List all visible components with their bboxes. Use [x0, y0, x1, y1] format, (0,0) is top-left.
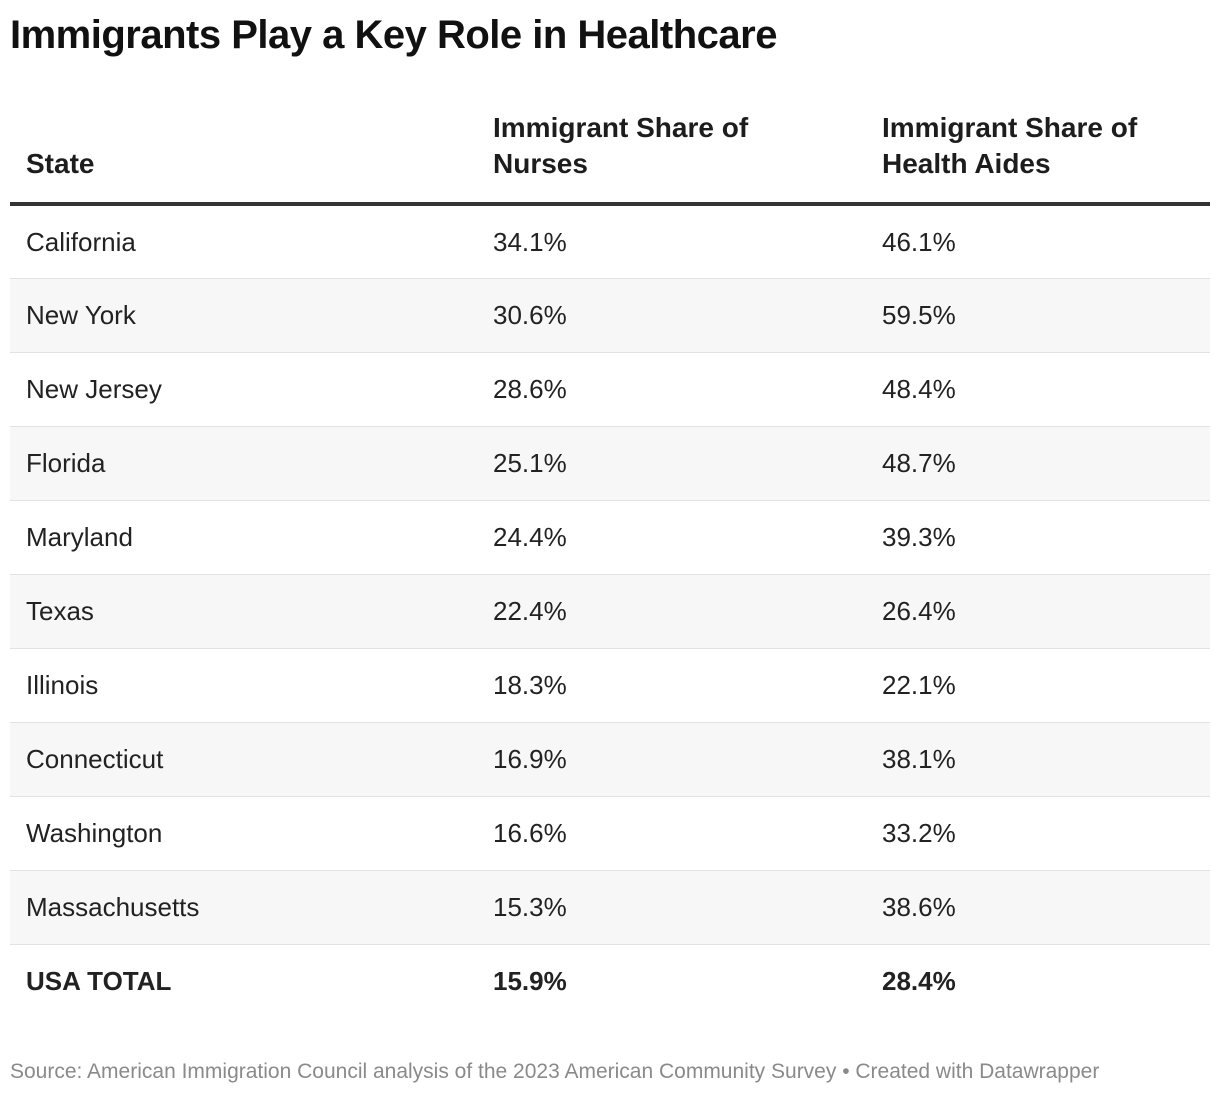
table-row: Illinois 18.3% 22.1%: [10, 648, 1210, 723]
cell-health-aides-share: 59.5%: [866, 278, 1210, 353]
cell-state: California: [10, 204, 477, 279]
cell-health-aides-share: 48.4%: [866, 352, 1210, 427]
table-row: New York 30.6% 59.5%: [10, 278, 1210, 353]
table-body: California 34.1% 46.1% New York 30.6% 59.5% Ne…: [10, 204, 1210, 1018]
column-header-state[interactable]: State: [10, 110, 477, 206]
cell-health-aides-share: 33.2%: [866, 796, 1210, 871]
table-header-row: State Immigrant Share of Nurses Immigran…: [10, 110, 1210, 206]
cell-health-aides-share: 48.7%: [866, 426, 1210, 501]
cell-state: New York: [10, 278, 477, 353]
cell-state: Massachusetts: [10, 870, 477, 945]
cell-nurses-share: 28.6%: [477, 352, 866, 427]
table-row: Florida 25.1% 48.7%: [10, 426, 1210, 501]
cell-health-aides-share: 46.1%: [866, 204, 1210, 279]
table-row: California 34.1% 46.1%: [10, 204, 1210, 279]
cell-health-aides-share: 22.1%: [866, 648, 1210, 723]
cell-health-aides-share: 26.4%: [866, 574, 1210, 649]
cell-nurses-share: 25.1%: [477, 426, 866, 501]
cell-health-aides-share: 28.4%: [866, 944, 1210, 1018]
cell-nurses-share: 16.6%: [477, 796, 866, 871]
cell-nurses-share: 30.6%: [477, 278, 866, 353]
cell-state: Florida: [10, 426, 477, 501]
cell-health-aides-share: 38.1%: [866, 722, 1210, 797]
cell-nurses-share: 34.1%: [477, 204, 866, 279]
table-row-total: USA TOTAL 15.9% 28.4%: [10, 944, 1210, 1018]
table-row: Connecticut 16.9% 38.1%: [10, 722, 1210, 797]
cell-state: Washington: [10, 796, 477, 871]
source-note: Source: American Immigration Council ana…: [10, 1060, 1100, 1083]
cell-state: USA TOTAL: [10, 944, 477, 1018]
cell-nurses-share: 16.9%: [477, 722, 866, 797]
column-header-health-aides[interactable]: Immigrant Share of Health Aides: [866, 110, 1210, 206]
chart-title: Immigrants Play a Key Role in Healthcare: [10, 13, 777, 57]
cell-state: Maryland: [10, 500, 477, 575]
cell-nurses-share: 15.3%: [477, 870, 866, 945]
table-row: New Jersey 28.6% 48.4%: [10, 352, 1210, 427]
table-row: Texas 22.4% 26.4%: [10, 574, 1210, 649]
table-row: Massachusetts 15.3% 38.6%: [10, 870, 1210, 945]
table-row: Maryland 24.4% 39.3%: [10, 500, 1210, 575]
table-row: Washington 16.6% 33.2%: [10, 796, 1210, 871]
cell-state: Texas: [10, 574, 477, 649]
cell-state: Connecticut: [10, 722, 477, 797]
cell-state: Illinois: [10, 648, 477, 723]
cell-nurses-share: 15.9%: [477, 944, 866, 1018]
cell-state: New Jersey: [10, 352, 477, 427]
cell-health-aides-share: 38.6%: [866, 870, 1210, 945]
cell-health-aides-share: 39.3%: [866, 500, 1210, 575]
column-header-nurses[interactable]: Immigrant Share of Nurses: [477, 110, 866, 206]
data-table: State Immigrant Share of Nurses Immigran…: [10, 110, 1210, 1018]
cell-nurses-share: 22.4%: [477, 574, 866, 649]
cell-nurses-share: 24.4%: [477, 500, 866, 575]
cell-nurses-share: 18.3%: [477, 648, 866, 723]
